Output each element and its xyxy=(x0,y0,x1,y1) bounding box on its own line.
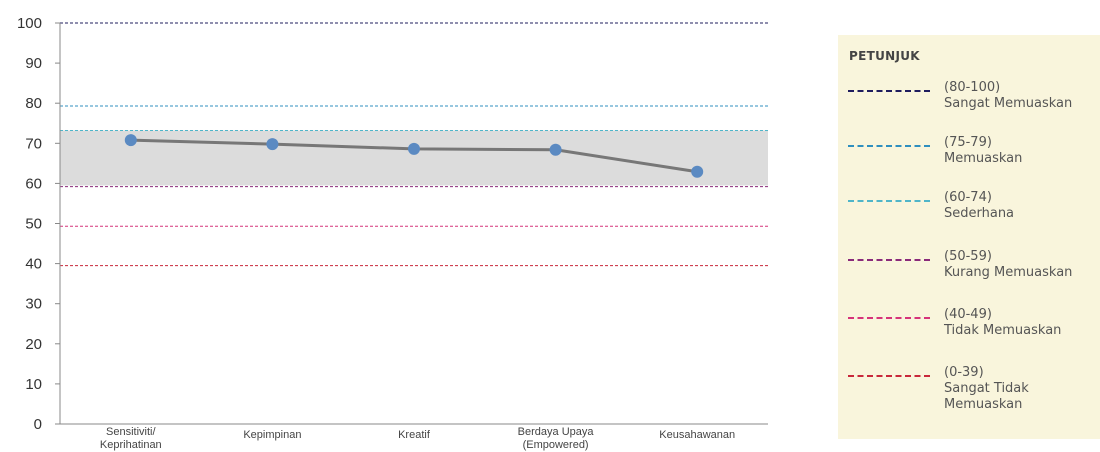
y-tick-label: 70 xyxy=(25,135,42,152)
legend-swatch xyxy=(848,90,930,92)
data-point xyxy=(691,165,704,178)
y-tick-label: 40 xyxy=(25,256,42,273)
legend-swatch xyxy=(848,375,930,377)
shaded-band xyxy=(60,130,768,186)
legend-label: Sangat Tidak Memuaskan xyxy=(944,381,1029,412)
y-tick-label: 50 xyxy=(25,216,42,233)
legend-range: (80-100) xyxy=(944,80,1001,95)
legend-label: Kurang Memuaskan xyxy=(944,265,1073,280)
legend-range: (50-59) xyxy=(944,249,992,264)
legend-swatch xyxy=(848,259,930,261)
y-tick-label: 60 xyxy=(25,175,42,192)
line-chart: 0 10 20 30 40 50 60 70 80 90 100 Sensitiviti/Keprih… xyxy=(17,15,768,451)
y-tick-label: 20 xyxy=(25,336,42,353)
data-point xyxy=(266,138,279,151)
y-tick-label: 10 xyxy=(25,376,42,393)
y-tick-label: 100 xyxy=(17,15,42,32)
y-tick-label: 0 xyxy=(34,416,42,433)
x-tick-label: Berdaya Upaya (Empowered) xyxy=(518,426,595,451)
legend-swatch xyxy=(848,200,930,202)
legend-label: Memuaskan xyxy=(944,151,1023,166)
legend-title: PETUNJUK xyxy=(849,49,920,63)
legend-range: (60-74) xyxy=(944,190,992,205)
x-tick-label: Sensitiviti/Keprihatinan xyxy=(100,426,162,451)
legend-swatch xyxy=(848,145,930,147)
y-tick-label: 30 xyxy=(25,296,42,313)
x-tick-label: Kepimpinan xyxy=(243,429,301,441)
legend-range: (40-49) xyxy=(944,307,992,322)
data-point xyxy=(408,142,420,155)
x-tick-label: Keusahawanan xyxy=(659,429,735,441)
data-point xyxy=(549,143,562,156)
legend-label: Sangat Memuaskan xyxy=(944,96,1073,111)
legend-swatch xyxy=(848,317,930,319)
legend-panel: PETUNJUK (80-100) Sangat Memuaskan (75-7… xyxy=(838,35,1100,439)
data-point xyxy=(124,134,137,147)
x-tick-label: Kreatif xyxy=(398,429,431,441)
y-tick-label: 80 xyxy=(25,95,42,112)
legend-label: Sederhana xyxy=(944,206,1015,221)
legend-range: (0-39) xyxy=(944,365,984,380)
legend-label: Tidak Memuaskan xyxy=(944,323,1062,338)
y-tick-label: 90 xyxy=(25,55,42,72)
legend-range: (75-79) xyxy=(944,135,992,150)
